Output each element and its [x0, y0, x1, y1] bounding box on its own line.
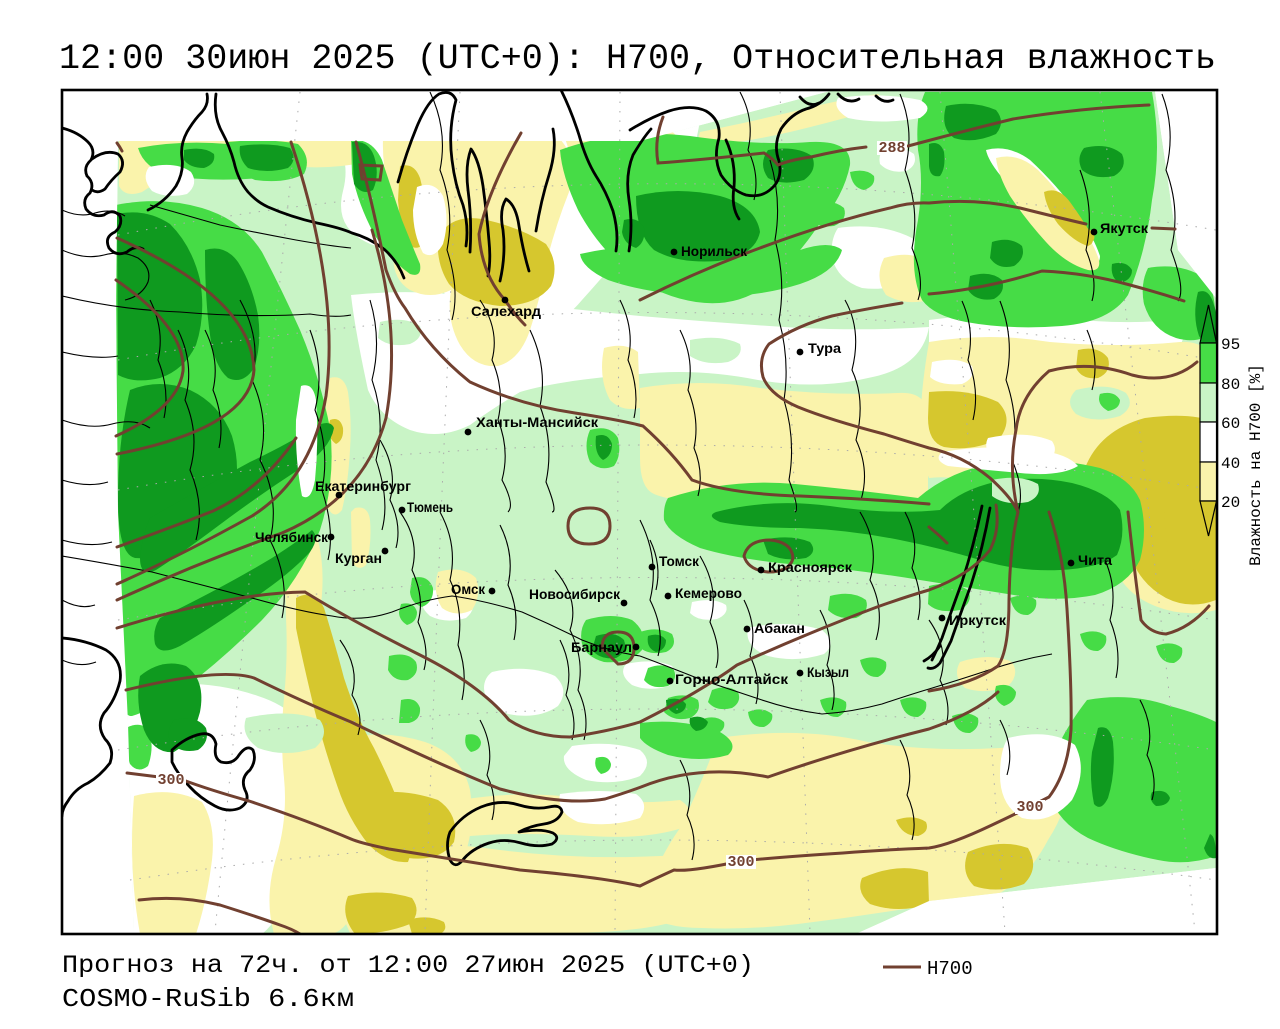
svg-text:Новосибирск: Новосибирск: [529, 586, 621, 602]
svg-text:Челябинск: Челябинск: [255, 529, 329, 545]
svg-text:20: 20: [1221, 494, 1240, 512]
svg-text:Кызыл: Кызыл: [807, 664, 849, 680]
svg-text:95: 95: [1221, 336, 1240, 354]
svg-text:Горно-Алтайск: Горно-Алтайск: [675, 671, 789, 687]
svg-text:300: 300: [727, 854, 754, 871]
svg-text:Чита: Чита: [1078, 552, 1112, 568]
svg-text:Екатеринбург: Екатеринбург: [315, 478, 411, 494]
svg-text:Норильск: Норильск: [681, 243, 748, 259]
svg-text:300: 300: [157, 772, 184, 789]
svg-text:Абакан: Абакан: [754, 620, 805, 636]
svg-text:Омск: Омск: [451, 581, 486, 597]
svg-text:300: 300: [1016, 799, 1043, 816]
svg-text:40: 40: [1221, 455, 1240, 473]
svg-text:Кемерово: Кемерово: [675, 585, 742, 601]
svg-text:Барнаул: Барнаул: [571, 639, 632, 655]
svg-text:Ханты-Мансийск: Ханты-Мансийск: [476, 414, 599, 430]
svg-text:COSMO-RuSib 6.6км: COSMO-RuSib 6.6км: [62, 984, 354, 1014]
svg-text:Прогноз на 72ч. от 12:00 27июн: Прогноз на 72ч. от 12:00 27июн 2025 (UTC…: [62, 951, 754, 980]
svg-text:Курган: Курган: [335, 550, 382, 566]
svg-text:Тура: Тура: [808, 340, 841, 356]
svg-text:12:00 30июн 2025 (UTC+0): H700: 12:00 30июн 2025 (UTC+0): H700, Относите…: [59, 39, 1216, 79]
svg-text:H700: H700: [927, 958, 973, 980]
svg-text:288: 288: [878, 140, 905, 157]
svg-text:Якутск: Якутск: [1100, 220, 1149, 236]
svg-text:80: 80: [1221, 376, 1240, 394]
svg-text:Влажность на H700 [%]: Влажность на H700 [%]: [1247, 364, 1265, 566]
svg-text:60: 60: [1221, 415, 1240, 433]
svg-text:Красноярск: Красноярск: [768, 559, 853, 575]
svg-text:Тюмень: Тюмень: [407, 499, 453, 515]
svg-text:Иркутск: Иркутск: [949, 612, 1007, 628]
svg-text:Томск: Томск: [659, 553, 700, 569]
svg-text:Салехард: Салехард: [471, 303, 541, 319]
